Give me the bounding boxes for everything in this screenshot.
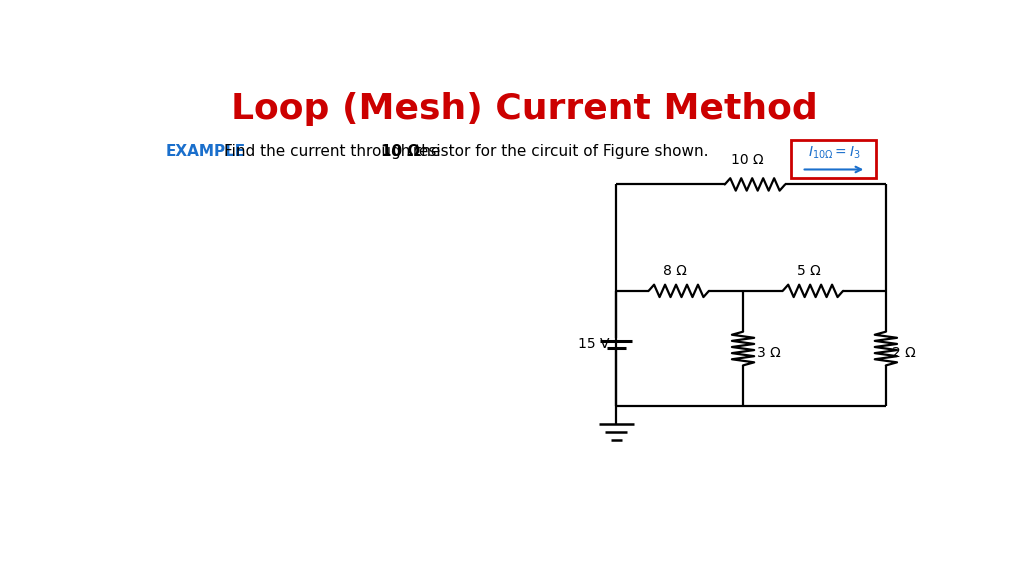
Text: EXAMPLE: EXAMPLE — [166, 143, 246, 158]
Text: $I_{10\Omega} = I_3$: $I_{10\Omega} = I_3$ — [808, 145, 860, 161]
Text: 15 V: 15 V — [579, 337, 609, 351]
Text: 5 Ω: 5 Ω — [797, 264, 821, 278]
Text: resistor for the circuit of Figure shown.: resistor for the circuit of Figure shown… — [409, 143, 709, 158]
Text: Loop (Mesh) Current Method: Loop (Mesh) Current Method — [231, 92, 818, 126]
Text: 2 Ω: 2 Ω — [892, 346, 916, 360]
Text: 10 Ω: 10 Ω — [381, 143, 421, 158]
Text: 3 Ω: 3 Ω — [758, 346, 781, 360]
Text: 10 Ω: 10 Ω — [731, 153, 763, 166]
Bar — [792, 140, 877, 178]
Text: 8 Ω: 8 Ω — [663, 264, 687, 278]
Text: Find the current through the: Find the current through the — [224, 143, 445, 158]
